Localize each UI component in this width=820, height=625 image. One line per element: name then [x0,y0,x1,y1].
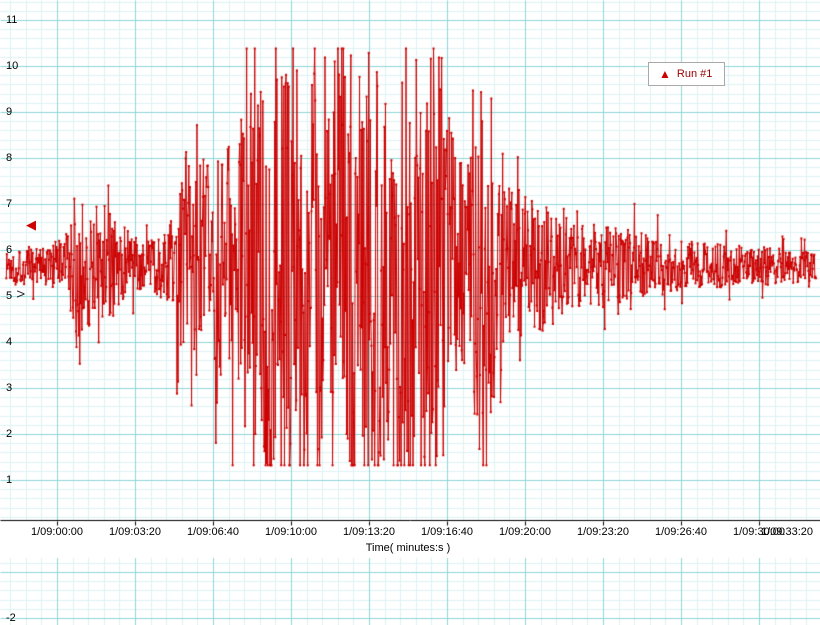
x-tick-label: 1/09:00:00 [31,526,83,538]
x-tick-label: 1/09:16:40 [421,526,473,538]
x-tick-label: 1/09:20:00 [499,526,551,538]
x-tick-label: 1/09:23:20 [577,526,629,538]
legend-series-marker-icon: ▲ [659,67,671,81]
x-tick-label: 1/09:13:20 [343,526,395,538]
y-tick-label: 3 [6,382,13,394]
y-tick-label: 5 [6,290,13,302]
x-tick-label: 1/09:33:20 [761,526,813,538]
y-tick-label: 1 [6,474,13,486]
x-tick-label: 1/09:10:00 [265,526,317,538]
legend-series-label: Run #1 [676,67,713,80]
y-tick-label: 2 [6,428,13,440]
x-tick-label: 1/09:03:20 [109,526,161,538]
y-tick-label: 8 [6,152,13,164]
y-tick-label: 9 [6,106,13,118]
y-tick-label: 7 [6,198,13,210]
y-tick-label: 11 [6,14,18,26]
x-tick-label: 1/09:26:40 [655,526,707,538]
y-tick-label: 4 [6,336,13,348]
x-axis-title: Time( minutes:s ) [365,542,451,554]
x-tick-label: 1/09:30:00 [733,526,785,538]
y-axis-title: V [15,290,28,298]
y-axis-run-marker-icon[interactable]: ◀ [26,216,36,232]
y-tick-label: -2 [6,612,16,624]
x-tick-label: 1/09:06:40 [187,526,239,538]
y-tick-label: 10 [6,60,19,72]
legend[interactable]: ▲ Run #1 [648,62,726,86]
y-tick-label: 6 [6,244,13,256]
